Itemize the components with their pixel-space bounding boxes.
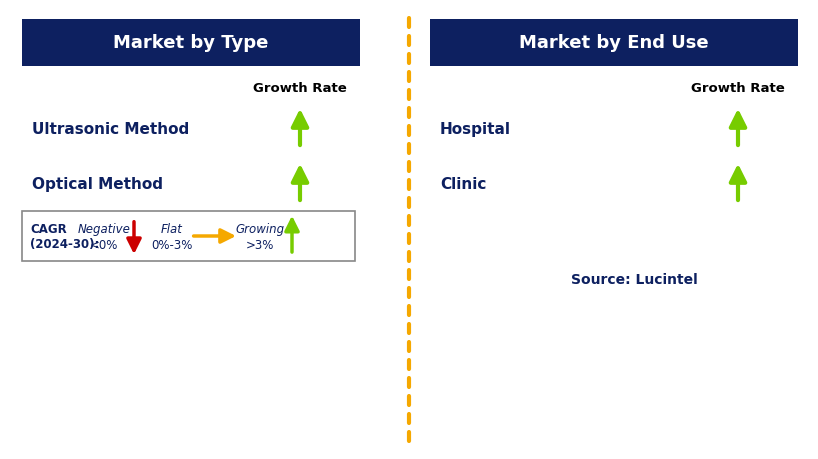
Text: Flat: Flat — [161, 223, 183, 236]
Text: >3%: >3% — [246, 239, 274, 252]
Text: Optical Method: Optical Method — [32, 177, 163, 192]
FancyBboxPatch shape — [22, 20, 360, 67]
FancyBboxPatch shape — [430, 20, 798, 67]
Text: (2024-30):: (2024-30): — [30, 238, 99, 251]
Text: Negative: Negative — [78, 223, 130, 236]
FancyBboxPatch shape — [22, 212, 355, 262]
Text: Clinic: Clinic — [440, 177, 487, 192]
Text: Growth Rate: Growth Rate — [253, 82, 347, 95]
Text: <0%: <0% — [90, 239, 118, 252]
Text: Market by Type: Market by Type — [114, 34, 268, 52]
Text: Ultrasonic Method: Ultrasonic Method — [32, 122, 189, 137]
Text: Source: Lucintel: Source: Lucintel — [571, 272, 698, 286]
Text: Growth Rate: Growth Rate — [691, 82, 785, 95]
Text: Market by End Use: Market by End Use — [519, 34, 709, 52]
Text: 0%-3%: 0%-3% — [151, 239, 193, 252]
Text: CAGR: CAGR — [30, 223, 67, 236]
Text: Hospital: Hospital — [440, 122, 511, 137]
Text: Growing: Growing — [236, 223, 285, 236]
